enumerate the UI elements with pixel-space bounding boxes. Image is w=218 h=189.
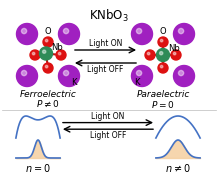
Text: Light ON: Light ON: [89, 39, 122, 48]
Text: Light OFF: Light OFF: [87, 65, 124, 74]
Text: K: K: [135, 78, 140, 87]
Text: K: K: [71, 78, 77, 87]
Circle shape: [43, 63, 53, 73]
Circle shape: [173, 52, 176, 55]
Circle shape: [174, 23, 194, 44]
Circle shape: [157, 49, 170, 61]
Circle shape: [32, 52, 35, 55]
Text: O: O: [45, 27, 51, 36]
Circle shape: [45, 65, 48, 68]
Circle shape: [179, 28, 184, 34]
Circle shape: [63, 70, 69, 76]
Text: O: O: [160, 27, 166, 36]
Circle shape: [160, 39, 163, 42]
Circle shape: [30, 50, 40, 60]
Circle shape: [43, 37, 53, 47]
Text: $P = 0$: $P = 0$: [151, 99, 175, 110]
Circle shape: [174, 66, 194, 87]
Text: Nb: Nb: [168, 44, 180, 53]
Circle shape: [39, 47, 53, 60]
Text: $n = 0$: $n = 0$: [25, 162, 51, 174]
Circle shape: [58, 52, 61, 55]
Circle shape: [179, 70, 184, 76]
Text: Light ON: Light ON: [91, 112, 125, 121]
Text: KNbO$_3$: KNbO$_3$: [89, 8, 129, 24]
Circle shape: [43, 50, 46, 53]
Circle shape: [131, 23, 153, 44]
Circle shape: [145, 50, 155, 60]
Circle shape: [17, 23, 37, 44]
Text: Ferroelectric: Ferroelectric: [20, 90, 77, 99]
Circle shape: [56, 50, 66, 60]
Text: Paraelectric: Paraelectric: [136, 90, 190, 99]
Circle shape: [160, 52, 163, 55]
Circle shape: [136, 28, 142, 34]
Circle shape: [58, 66, 80, 87]
Text: $n \neq 0$: $n \neq 0$: [165, 162, 191, 174]
Circle shape: [58, 23, 80, 44]
Circle shape: [21, 70, 27, 76]
Circle shape: [136, 70, 142, 76]
Text: Nb: Nb: [51, 43, 63, 51]
Circle shape: [131, 66, 153, 87]
Text: $P \neq 0$: $P \neq 0$: [36, 99, 60, 109]
Circle shape: [147, 52, 150, 55]
Circle shape: [63, 28, 69, 34]
Circle shape: [160, 65, 163, 68]
Circle shape: [171, 50, 181, 60]
Circle shape: [21, 28, 27, 34]
Circle shape: [158, 63, 168, 73]
Text: Light OFF: Light OFF: [90, 131, 126, 140]
Circle shape: [158, 37, 168, 47]
Circle shape: [17, 66, 37, 87]
Circle shape: [45, 39, 48, 42]
